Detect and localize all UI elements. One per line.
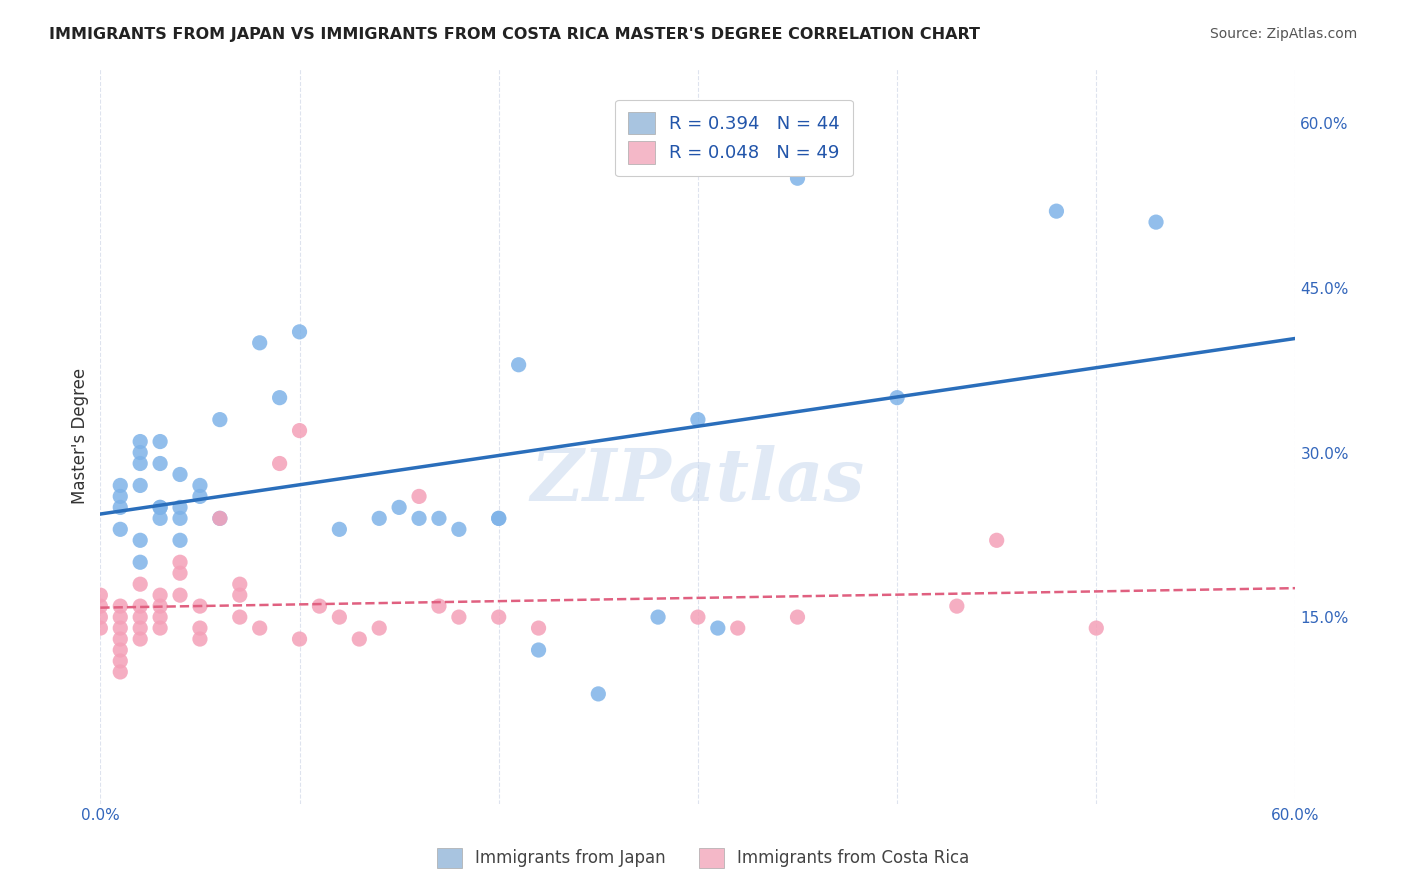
Point bbox=[149, 500, 172, 515]
Point bbox=[129, 555, 152, 569]
Legend: Immigrants from Japan, Immigrants from Costa Rica: Immigrants from Japan, Immigrants from C… bbox=[430, 841, 976, 875]
Text: Source: ZipAtlas.com: Source: ZipAtlas.com bbox=[1209, 27, 1357, 41]
Point bbox=[488, 511, 510, 525]
Point bbox=[1085, 621, 1108, 635]
Point bbox=[786, 610, 808, 624]
Point bbox=[89, 621, 111, 635]
Point bbox=[129, 610, 152, 624]
Point bbox=[388, 500, 411, 515]
Point bbox=[110, 522, 132, 536]
Point bbox=[110, 500, 132, 515]
Point bbox=[447, 610, 470, 624]
Point bbox=[208, 511, 231, 525]
Point bbox=[129, 621, 152, 635]
Point bbox=[208, 511, 231, 525]
Point bbox=[129, 457, 152, 471]
Point bbox=[1144, 215, 1167, 229]
Point bbox=[149, 610, 172, 624]
Point bbox=[269, 457, 291, 471]
Point bbox=[89, 588, 111, 602]
Point bbox=[89, 610, 111, 624]
Point bbox=[129, 445, 152, 459]
Point bbox=[188, 599, 211, 614]
Point bbox=[169, 566, 191, 581]
Point bbox=[129, 632, 152, 646]
Point bbox=[288, 632, 311, 646]
Point bbox=[188, 478, 211, 492]
Point bbox=[427, 599, 450, 614]
Point bbox=[288, 325, 311, 339]
Point bbox=[707, 621, 730, 635]
Point bbox=[149, 588, 172, 602]
Point bbox=[647, 610, 669, 624]
Point bbox=[149, 434, 172, 449]
Point bbox=[110, 632, 132, 646]
Point bbox=[149, 457, 172, 471]
Point bbox=[110, 665, 132, 679]
Point bbox=[110, 490, 132, 504]
Point bbox=[169, 555, 191, 569]
Point bbox=[447, 522, 470, 536]
Point bbox=[986, 533, 1008, 548]
Point bbox=[527, 621, 550, 635]
Point bbox=[328, 610, 350, 624]
Point bbox=[527, 643, 550, 657]
Point bbox=[110, 599, 132, 614]
Point bbox=[686, 610, 709, 624]
Point bbox=[229, 610, 252, 624]
Point bbox=[129, 599, 152, 614]
Point bbox=[229, 588, 252, 602]
Point bbox=[349, 632, 371, 646]
Point bbox=[686, 412, 709, 426]
Point bbox=[169, 467, 191, 482]
Point bbox=[368, 621, 391, 635]
Text: ZIPatlas: ZIPatlas bbox=[531, 445, 865, 516]
Point bbox=[308, 599, 330, 614]
Point bbox=[786, 171, 808, 186]
Point bbox=[89, 599, 111, 614]
Point bbox=[208, 412, 231, 426]
Point bbox=[129, 478, 152, 492]
Point bbox=[149, 511, 172, 525]
Point bbox=[110, 654, 132, 668]
Point bbox=[169, 511, 191, 525]
Point bbox=[946, 599, 969, 614]
Point bbox=[110, 478, 132, 492]
Point bbox=[169, 533, 191, 548]
Point bbox=[229, 577, 252, 591]
Point bbox=[368, 511, 391, 525]
Point bbox=[727, 621, 749, 635]
Point bbox=[188, 490, 211, 504]
Point bbox=[408, 511, 430, 525]
Point bbox=[110, 610, 132, 624]
Point bbox=[110, 621, 132, 635]
Point bbox=[249, 621, 271, 635]
Point bbox=[288, 424, 311, 438]
Point bbox=[249, 335, 271, 350]
Point bbox=[488, 511, 510, 525]
Point bbox=[886, 391, 908, 405]
Point bbox=[169, 500, 191, 515]
Legend: R = 0.394   N = 44, R = 0.048   N = 49: R = 0.394 N = 44, R = 0.048 N = 49 bbox=[614, 100, 852, 176]
Point bbox=[149, 599, 172, 614]
Point bbox=[149, 621, 172, 635]
Point bbox=[408, 490, 430, 504]
Point bbox=[427, 511, 450, 525]
Point bbox=[488, 610, 510, 624]
Point bbox=[129, 533, 152, 548]
Point bbox=[328, 522, 350, 536]
Point bbox=[508, 358, 530, 372]
Point bbox=[129, 434, 152, 449]
Text: IMMIGRANTS FROM JAPAN VS IMMIGRANTS FROM COSTA RICA MASTER'S DEGREE CORRELATION : IMMIGRANTS FROM JAPAN VS IMMIGRANTS FROM… bbox=[49, 27, 980, 42]
Y-axis label: Master's Degree: Master's Degree bbox=[72, 368, 89, 504]
Point bbox=[269, 391, 291, 405]
Point bbox=[110, 643, 132, 657]
Point bbox=[169, 588, 191, 602]
Point bbox=[149, 500, 172, 515]
Point bbox=[588, 687, 610, 701]
Point bbox=[1045, 204, 1067, 219]
Point bbox=[188, 632, 211, 646]
Point bbox=[129, 577, 152, 591]
Point bbox=[188, 621, 211, 635]
